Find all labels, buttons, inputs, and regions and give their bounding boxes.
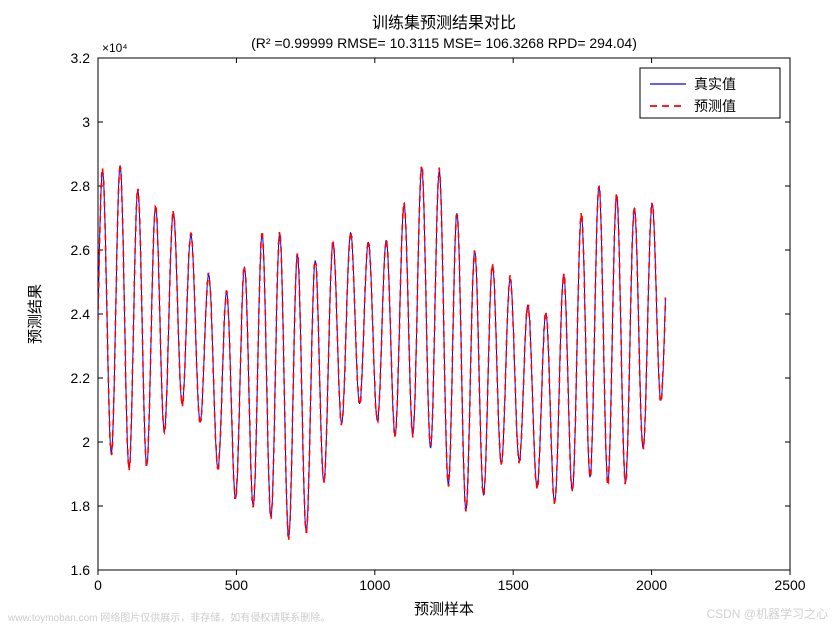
svg-text:1.8: 1.8 bbox=[71, 498, 91, 514]
legend: 真实值预测值 bbox=[640, 68, 780, 118]
svg-text:预测值: 预测值 bbox=[694, 98, 736, 114]
svg-text:3.2: 3.2 bbox=[71, 50, 91, 66]
svg-text:1500: 1500 bbox=[498, 577, 529, 593]
svg-text:2.6: 2.6 bbox=[71, 242, 91, 258]
y-multiplier: ×10⁴ bbox=[102, 41, 128, 55]
chart-subtitle: (R² =0.99999 RMSE= 10.3115 MSE= 106.3268… bbox=[251, 35, 637, 51]
svg-text:0: 0 bbox=[94, 577, 102, 593]
svg-text:2.4: 2.4 bbox=[71, 306, 91, 322]
y-axis-label: 预测结果 bbox=[27, 284, 44, 344]
svg-text:3: 3 bbox=[82, 114, 90, 130]
svg-text:1.6: 1.6 bbox=[71, 562, 91, 578]
watermark-right: CSDN @机器学习之心 bbox=[706, 605, 828, 622]
chart: 0 500 1000 1500 2000 2500 1.6 1.8 2 2.2 2.4 2.6 2.8 3… bbox=[0, 0, 840, 630]
svg-text:2.8: 2.8 bbox=[71, 178, 91, 194]
svg-text:1000: 1000 bbox=[359, 577, 390, 593]
watermark-left: www.toymoban.com 网络图片仅供展示，非存储，如有侵权请联系删除。 bbox=[8, 609, 330, 624]
svg-text:2500: 2500 bbox=[774, 577, 805, 593]
x-axis-label: 预测样本 bbox=[414, 601, 474, 618]
svg-text:2.2: 2.2 bbox=[71, 370, 91, 386]
svg-text:500: 500 bbox=[225, 577, 249, 593]
chart-title: 训练集预测结果对比 bbox=[372, 14, 516, 32]
svg-text:真实值: 真实值 bbox=[694, 76, 736, 92]
svg-text:2: 2 bbox=[82, 434, 90, 450]
svg-text:2000: 2000 bbox=[636, 577, 667, 593]
